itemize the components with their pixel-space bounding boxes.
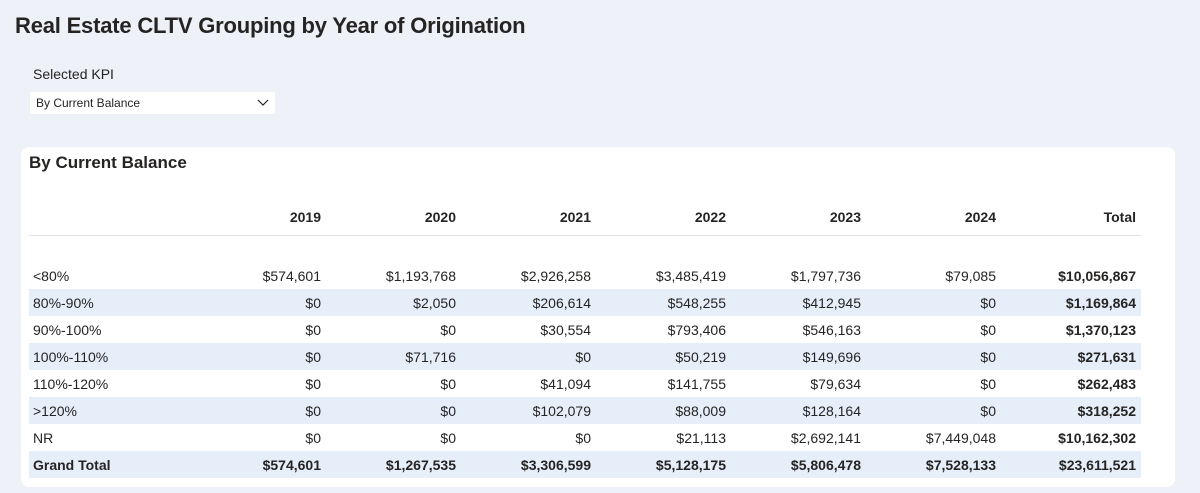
table-cell: $149,696 xyxy=(731,343,866,370)
table-cell: $2,926,258 xyxy=(520,267,591,284)
table-cell: $7,449,048 xyxy=(925,429,996,446)
row-total: $10,162,302 xyxy=(1058,429,1136,446)
table-cell: $206,614 xyxy=(461,289,596,316)
row-label: <80% xyxy=(33,267,70,284)
grand-total-overall: $23,611,521 xyxy=(1001,451,1141,478)
table-row: 80%-90% $0 $2,050 $206,614 $548,255 $412… xyxy=(29,289,1141,316)
grand-total-label: Grand Total xyxy=(29,451,217,478)
row-label: 110%-120% xyxy=(33,375,109,392)
chevron-down-icon xyxy=(257,99,269,106)
table-cell: $0 xyxy=(305,429,321,446)
table-cell: $412,945 xyxy=(731,289,866,316)
table-cell: $88,009 xyxy=(596,397,731,424)
column-header[interactable]: 2020 xyxy=(326,199,461,236)
table-row: 100%-110% $0 $71,716 $0 $50,219 $149,696… xyxy=(29,343,1141,370)
table-cell: $0 xyxy=(326,397,461,424)
table-cell: $0 xyxy=(461,343,596,370)
table-cell: $0 xyxy=(440,321,456,338)
table-cell: $0 xyxy=(217,397,326,424)
kpi-dropdown-value: By Current Balance xyxy=(36,96,141,110)
table-row: NR $0 $0 $0 $21,113 $2,692,141 $7,449,04… xyxy=(29,424,1141,451)
table-cell: $0 xyxy=(866,289,1001,316)
grand-total-cell: $7,528,133 xyxy=(866,451,1001,478)
table-row: 110%-120% $0 $0 $41,094 $141,755 $79,634… xyxy=(29,370,1141,397)
column-header[interactable]: 2024 xyxy=(866,199,1001,236)
table-cell: $79,085 xyxy=(945,267,996,284)
table-cell: $0 xyxy=(575,429,591,446)
table-cell: $0 xyxy=(440,429,456,446)
column-header[interactable]: 2021 xyxy=(461,199,596,236)
table-cell: $2,050 xyxy=(326,289,461,316)
row-total: $271,631 xyxy=(1001,343,1141,370)
table-cell: $548,255 xyxy=(596,289,731,316)
table-cell: $0 xyxy=(305,321,321,338)
row-label: >120% xyxy=(29,397,217,424)
table-row: >120% $0 $0 $102,079 $88,009 $128,164 $0… xyxy=(29,397,1141,424)
column-header[interactable]: 2022 xyxy=(596,199,731,236)
row-total: $1,370,123 xyxy=(1065,321,1136,338)
table-cell: $21,113 xyxy=(676,429,726,446)
matrix-card: By Current Balance 2019 2020 2021 2022 2… xyxy=(21,147,1175,487)
table-cell: $793,406 xyxy=(667,321,726,338)
table-cell: $2,692,141 xyxy=(790,429,861,446)
table-cell: $3,485,419 xyxy=(655,267,726,284)
table-cell: $0 xyxy=(217,343,326,370)
table-cell: $574,601 xyxy=(262,267,321,284)
table-cell: $0 xyxy=(217,289,326,316)
matrix-header-row: 2019 2020 2021 2022 2023 2024 Total xyxy=(29,199,1141,236)
column-header-total[interactable]: Total xyxy=(1001,199,1141,236)
matrix-title: By Current Balance xyxy=(29,153,187,172)
slicer-label: Selected KPI xyxy=(33,66,114,82)
row-label: 80%-90% xyxy=(29,289,217,316)
table-cell: $0 xyxy=(866,343,1001,370)
row-total: $1,169,864 xyxy=(1001,289,1141,316)
table-cell: $141,755 xyxy=(667,375,726,392)
column-header[interactable]: 2023 xyxy=(731,199,866,236)
table-cell: $102,079 xyxy=(461,397,596,424)
table-cell: $546,163 xyxy=(802,321,861,338)
table-cell: $0 xyxy=(305,375,321,392)
table-cell: $0 xyxy=(440,375,456,392)
table-cell: $0 xyxy=(980,321,996,338)
table-row: <80% $574,601 $1,193,768 $2,926,258 $3,4… xyxy=(29,262,1141,289)
grand-total-cell: $5,128,175 xyxy=(596,451,731,478)
table-row: 90%-100% $0 $0 $30,554 $793,406 $546,163… xyxy=(29,316,1141,343)
row-label: 100%-110% xyxy=(29,343,217,370)
row-label: NR xyxy=(33,429,54,446)
table-cell: $41,094 xyxy=(540,375,591,392)
grand-total-row: Grand Total $574,601 $1,267,535 $3,306,5… xyxy=(29,451,1141,478)
grand-total-cell: $3,306,599 xyxy=(461,451,596,478)
row-header-corner xyxy=(29,199,217,236)
row-total: $318,252 xyxy=(1001,397,1141,424)
table-cell: $71,716 xyxy=(326,343,461,370)
table-cell: $79,634 xyxy=(810,375,861,392)
table-cell: $128,164 xyxy=(731,397,866,424)
row-total: $262,483 xyxy=(1077,375,1136,392)
kpi-dropdown[interactable]: By Current Balance xyxy=(30,92,275,114)
grand-total-cell: $574,601 xyxy=(217,451,326,478)
table-cell: $50,219 xyxy=(596,343,731,370)
grand-total-cell: $5,806,478 xyxy=(731,451,866,478)
table-cell: $0 xyxy=(980,375,996,392)
table-cell: $1,797,736 xyxy=(790,267,861,284)
row-label: 90%-100% xyxy=(33,321,102,338)
table-cell: $0 xyxy=(866,397,1001,424)
table-cell: $1,193,768 xyxy=(385,267,456,284)
page-title: Real Estate CLTV Grouping by Year of Ori… xyxy=(15,13,526,38)
table-cell: $30,554 xyxy=(540,321,591,338)
cltv-matrix-table: 2019 2020 2021 2022 2023 2024 Total <80%… xyxy=(29,199,1141,478)
row-total: $10,056,867 xyxy=(1058,267,1136,284)
grand-total-cell: $1,267,535 xyxy=(326,451,461,478)
column-header[interactable]: 2019 xyxy=(217,199,326,236)
